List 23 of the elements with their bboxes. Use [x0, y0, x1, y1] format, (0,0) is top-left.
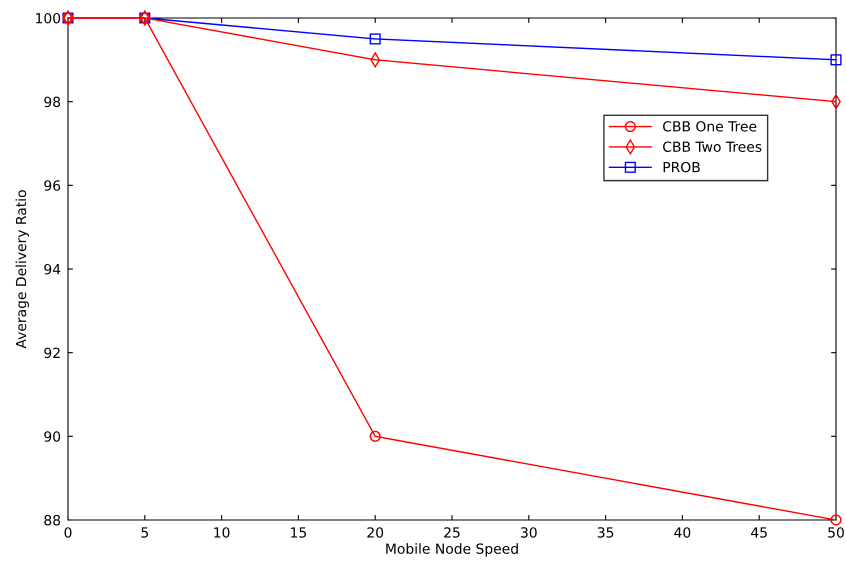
y-tick-label: 92 [44, 348, 60, 358]
y-axis-title: Average Delivery Ratio [16, 190, 29, 348]
x-tick-label: 40 [674, 527, 690, 538]
legend-label: PROB [664, 162, 700, 172]
y-tick-label: 96 [44, 180, 60, 191]
x-axis-title: Mobile Node Speed [386, 543, 518, 557]
y-tick-label: 88 [44, 514, 60, 526]
y-tick-label: 100 [36, 12, 60, 24]
x-tick-label: 10 [214, 527, 230, 538]
x-tick-label: 35 [598, 527, 614, 538]
x-tick-label: 0 [64, 527, 72, 538]
y-tick-label: 98 [44, 96, 60, 108]
y-tick-label: 94 [44, 264, 60, 274]
x-tick-label: 15 [291, 527, 306, 538]
legend-label: CBB One Tree [663, 121, 756, 132]
legend-label: CBB Two Trees [663, 141, 762, 152]
x-tick-label: 25 [444, 527, 460, 538]
x-tick-label: 20 [367, 527, 384, 538]
x-tick-label: 50 [828, 527, 844, 538]
x-tick-label: 45 [751, 527, 767, 538]
x-tick-label: 30 [521, 527, 537, 538]
y-tick-label: 90 [44, 431, 60, 442]
x-tick-label: 5 [141, 527, 148, 538]
